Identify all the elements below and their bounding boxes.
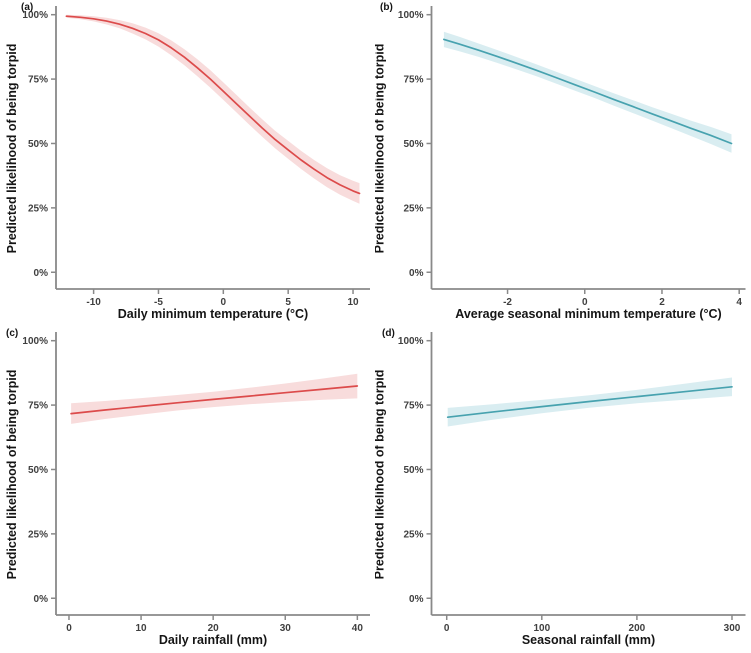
- y-axis-label: Predicted likelihood of being torpid: [375, 44, 387, 254]
- chart-daily-rainfall: 0% 25% 50% 75% 100% 0 10 20 30 40 Daily rainfall (…: [5, 332, 370, 647]
- fitted-line: [65, 15, 361, 195]
- panel-b: (b) 0% 25% 50% 75% 100% -2 0 2 4 Average seasonal…: [375, 0, 751, 326]
- y-tick-label: 0%: [409, 594, 424, 605]
- chart-daily-min-temperature: 0% 25% 50% 75% 100% -10 -5 0 5 10 Daily minimum te…: [5, 6, 370, 321]
- chart-seasonal-min-temperature: 0% 25% 50% 75% 100% -2 0 2 4 Average seasonal min…: [375, 6, 746, 321]
- fitted-line: [70, 385, 359, 415]
- y-tick-label: 75%: [28, 75, 48, 86]
- x-tick-label: 0: [444, 623, 450, 634]
- x-tick-label: 20: [208, 623, 220, 634]
- y-tick-label: 0%: [409, 268, 424, 279]
- x-axis-label: Daily minimum temperature (°C): [118, 307, 308, 321]
- fitted-line: [446, 385, 733, 419]
- chart-seasonal-rainfall: 0% 25% 50% 75% 100% 0 100 200 300 Seasonal rainfa…: [375, 332, 746, 647]
- y-axis-label: Predicted likelihood of being torpid: [5, 370, 19, 580]
- fitted-line: [443, 38, 733, 145]
- x-tick-label: 30: [280, 623, 292, 634]
- x-axis-label: Average seasonal minimum temperature (°C…: [455, 307, 721, 321]
- x-tick-label: 0: [66, 623, 72, 634]
- y-tick-label: 50%: [403, 139, 423, 150]
- x-tick-label: 0: [582, 297, 588, 308]
- y-tick-label: 50%: [28, 139, 48, 150]
- x-tick-label: 40: [352, 623, 364, 634]
- y-tick-label: 0%: [34, 594, 49, 605]
- panel-c: (c) 0% 25% 50% 75% 100% 0 10 20 30 40 Daily rainfa…: [0, 326, 375, 653]
- y-tick-label: 75%: [403, 401, 423, 412]
- y-tick-label: 50%: [28, 465, 48, 476]
- confidence-ribbon: [66, 14, 360, 204]
- y-axis-label: Predicted likelihood of being torpid: [375, 370, 387, 580]
- y-tick-label: 25%: [28, 203, 48, 214]
- x-tick-label: 200: [629, 623, 646, 634]
- y-tick-label: 100%: [22, 10, 48, 21]
- x-tick-label: 4: [736, 297, 742, 308]
- panel-a: (a) 0% 25% 50% 75% 100% -10 -5 0 5 10 Daily minimu…: [0, 0, 375, 326]
- panel-label-b: (b): [380, 2, 393, 13]
- panel-label-a: (a): [21, 2, 34, 13]
- y-tick-label: 75%: [28, 401, 48, 412]
- panel-label-c: (c): [6, 328, 19, 339]
- x-tick-label: 100: [533, 623, 550, 634]
- y-axis-label: Predicted likelihood of being torpid: [5, 44, 19, 254]
- panel-d: (d) 0% 25% 50% 75% 100% 0 100 200 300 Seasonal ra…: [375, 326, 751, 653]
- panel-label-d: (d): [382, 328, 395, 339]
- x-tick-label: 0: [221, 297, 227, 308]
- y-tick-label: 25%: [28, 529, 48, 540]
- x-axis-label: Daily rainfall (mm): [159, 633, 267, 647]
- x-tick-label: -5: [154, 297, 163, 308]
- x-tick-label: 300: [724, 623, 741, 634]
- y-tick-label: 25%: [403, 529, 423, 540]
- y-tick-label: 75%: [403, 75, 423, 86]
- x-axis-label: Seasonal rainfall (mm): [522, 633, 655, 647]
- y-tick-label: 100%: [398, 336, 424, 347]
- y-tick-label: 50%: [403, 465, 423, 476]
- y-tick-label: 25%: [403, 203, 423, 214]
- y-tick-label: 0%: [34, 268, 49, 279]
- y-tick-label: 100%: [398, 10, 424, 21]
- x-tick-label: 10: [136, 623, 148, 634]
- x-tick-label: -10: [86, 297, 101, 308]
- x-tick-label: -2: [503, 297, 512, 308]
- x-tick-label: 2: [659, 297, 665, 308]
- x-tick-label: 10: [347, 297, 359, 308]
- y-tick-label: 100%: [22, 336, 48, 347]
- x-tick-label: 5: [285, 297, 291, 308]
- confidence-ribbon: [443, 31, 732, 153]
